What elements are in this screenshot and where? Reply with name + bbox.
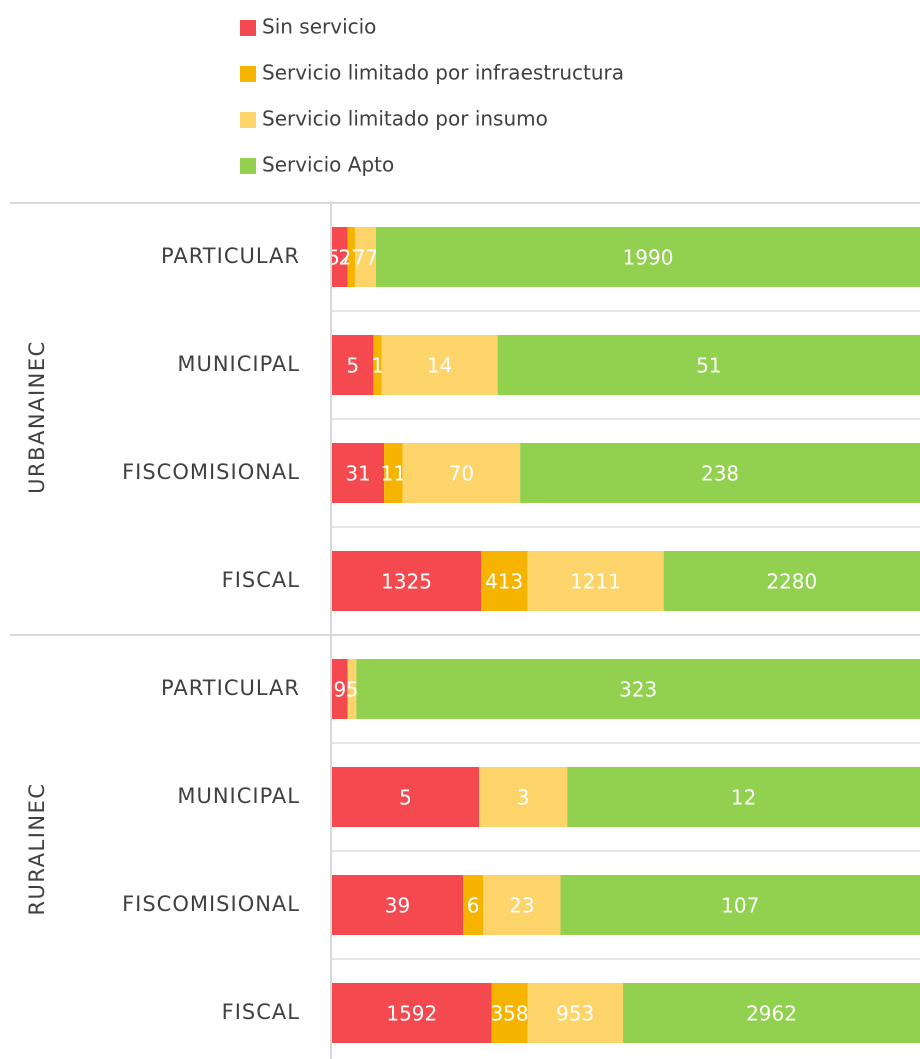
- bar-segment: [376, 227, 920, 287]
- legend-label: Sin servicio: [262, 15, 376, 39]
- data-label: 413: [485, 570, 523, 594]
- data-label: 2280: [766, 570, 817, 594]
- data-label: 1990: [623, 246, 674, 270]
- data-label: 23: [509, 894, 534, 918]
- group-label: RURALINEC: [25, 782, 49, 915]
- data-label: 31: [345, 462, 370, 486]
- bar-segment: [332, 335, 374, 395]
- bar-segment: [347, 659, 357, 719]
- bar-segment: [373, 335, 382, 395]
- data-label: 2962: [746, 1002, 797, 1026]
- category-label: FISCAL: [222, 568, 300, 592]
- data-label: 107: [721, 894, 759, 918]
- bar-segment: [354, 227, 377, 287]
- data-label: 5: [346, 678, 359, 702]
- bar-segment: [332, 659, 348, 719]
- category-label: FISCAL: [222, 1000, 300, 1024]
- data-label: 70: [449, 462, 474, 486]
- legend-label: Servicio limitado por infraestructura: [262, 61, 624, 85]
- bar-segment: [384, 443, 403, 503]
- data-label: 5: [346, 354, 359, 378]
- category-label: MUNICIPAL: [177, 784, 300, 808]
- bar-segment: [623, 983, 920, 1043]
- bar-segment: [381, 335, 498, 395]
- category-label: MUNICIPAL: [177, 352, 300, 376]
- bar-segment: [497, 335, 920, 395]
- bar-segment: [332, 443, 385, 503]
- data-label: 3: [517, 786, 530, 810]
- bar-segment: [663, 551, 920, 611]
- data-label: 358: [490, 1002, 528, 1026]
- data-label: 238: [701, 462, 739, 486]
- data-label: 953: [556, 1002, 594, 1026]
- data-label: 1: [371, 354, 384, 378]
- bar-segment: [560, 875, 920, 935]
- bar-segment: [332, 551, 481, 611]
- legend-swatch: [240, 66, 256, 82]
- data-label: 11: [381, 462, 406, 486]
- data-label: 1211: [570, 570, 621, 594]
- category-label: FISCOMISIONAL: [122, 460, 300, 484]
- bar-segment: [332, 227, 348, 287]
- bar-segment: [527, 983, 624, 1043]
- bar-segment: [520, 443, 920, 503]
- bar-segment: [356, 659, 920, 719]
- data-label: 5: [399, 786, 412, 810]
- category-label: PARTICULAR: [161, 676, 300, 700]
- category-label: FISCOMISIONAL: [122, 892, 300, 916]
- data-label: 39: [385, 894, 410, 918]
- data-label: 6: [467, 894, 480, 918]
- legend-label: Servicio Apto: [262, 153, 394, 177]
- bar-segment: [347, 227, 355, 287]
- data-label: 1325: [381, 570, 432, 594]
- data-label: 14: [427, 354, 452, 378]
- bar-segment: [527, 551, 664, 611]
- legend-swatch: [240, 112, 256, 128]
- bar-segment: [463, 875, 484, 935]
- group-label: URBANAINEC: [25, 340, 49, 494]
- data-label: 51: [696, 354, 721, 378]
- bar-segment: [332, 875, 464, 935]
- data-label: 1592: [386, 1002, 437, 1026]
- bar-segment: [480, 551, 528, 611]
- bar-segment: [483, 875, 561, 935]
- legend-label: Servicio limitado por insumo: [262, 107, 548, 131]
- bar-segment: [402, 443, 521, 503]
- data-label: 323: [619, 678, 657, 702]
- bar-segment: [332, 983, 492, 1043]
- category-label: PARTICULAR: [161, 244, 300, 268]
- data-label: 77: [353, 246, 378, 270]
- bar-segment: [332, 767, 479, 827]
- bar-segment: [567, 767, 920, 827]
- data-label: 12: [731, 786, 756, 810]
- bar-segment: [479, 767, 568, 827]
- data-label: 9: [333, 678, 346, 702]
- legend-swatch: [240, 20, 256, 36]
- bar-segment: [491, 983, 528, 1043]
- legend-swatch: [240, 158, 256, 174]
